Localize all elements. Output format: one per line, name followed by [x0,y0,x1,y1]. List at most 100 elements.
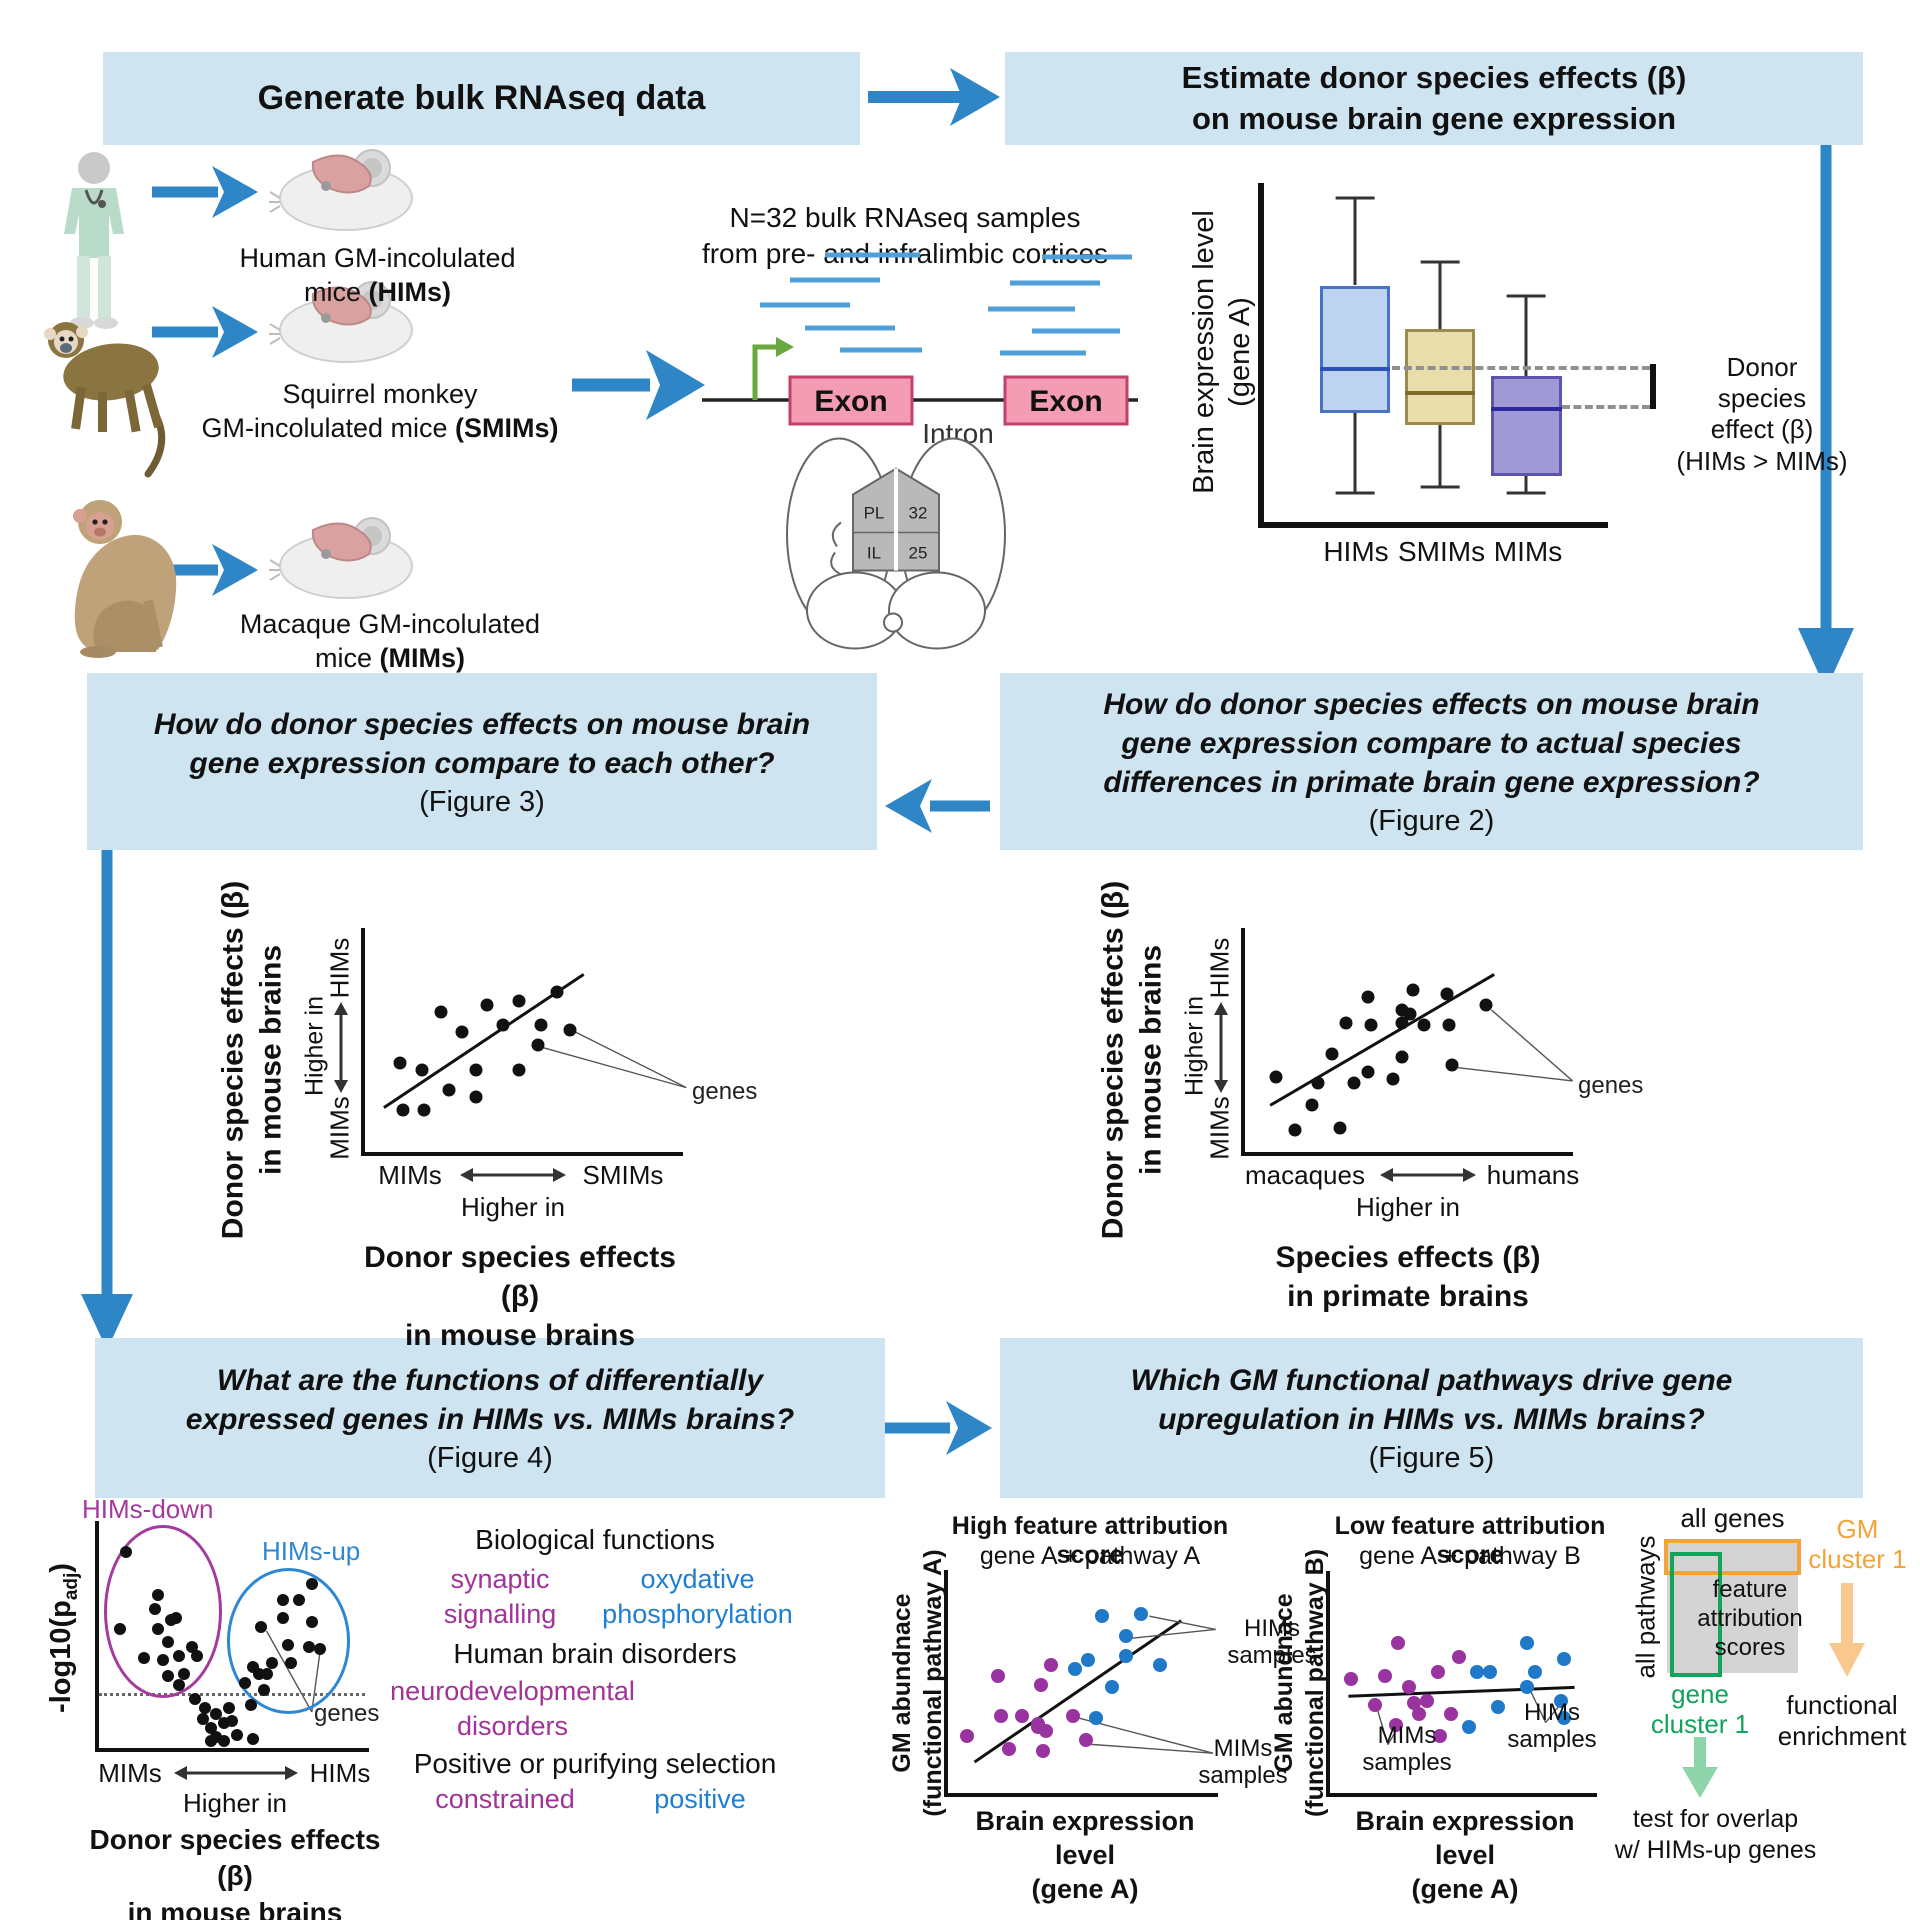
dot [218,1735,231,1748]
dot [1001,1741,1016,1756]
dot [1036,1744,1051,1758]
header-estimate-label: Estimate donor species effects (β) on mo… [1181,60,1687,136]
dot [1078,1732,1093,1747]
median [1320,367,1391,372]
dot [1333,1121,1347,1135]
dot [1094,1609,1109,1624]
attribA-hims-label: HIMs samples [1227,1615,1317,1669]
dot [255,1620,268,1633]
dot [1367,1698,1382,1712]
dot [1391,1636,1406,1651]
dot [1483,1665,1498,1679]
volcano-x-axis [95,1748,369,1752]
dot [1462,1720,1477,1734]
boxplot-dashed-him-median [1392,366,1650,370]
dot [1134,1606,1149,1621]
dot [172,1649,185,1662]
dot [1445,1058,1459,1072]
boxplot-cat-smims: SMIMs [1398,536,1486,567]
dot [1420,1693,1435,1708]
dot [1105,1679,1120,1694]
dot [434,1005,448,1019]
dot [276,1593,289,1606]
dot [196,1712,209,1725]
dot [162,1636,175,1649]
boxplot-y-axis [1258,183,1264,528]
functions-title-selection: Positive or purifying selection [413,1748,777,1779]
dot [172,1679,185,1691]
volcano-ylabel-post: ) [45,1563,78,1573]
dot [305,1577,318,1590]
dot [1288,1123,1302,1137]
dot [1403,1007,1417,1021]
whisker [1353,198,1357,286]
dot [959,1728,974,1743]
scatter-primate-x-axis [1241,1152,1573,1156]
scatter-mouse-xleft: MIMs [378,1160,442,1190]
dot [1395,1050,1409,1064]
dot [257,1683,270,1696]
dot [512,994,526,1008]
dot [1325,1047,1339,1061]
question-fig5-box: Which GM functional pathways drive gene … [1000,1338,1863,1498]
question-fig2-figure: (Figure 2) [1368,805,1495,837]
attribB-x-axis [1326,1793,1597,1797]
whisker-cap [1335,196,1375,200]
dot [1412,1706,1427,1721]
dot [1089,1710,1104,1725]
dot [188,1692,201,1705]
scatter-primate-xright: humans [1486,1160,1580,1190]
attribB-title: Low feature attribution score [1334,1512,1606,1569]
exon1-box [788,375,914,426]
dot [1068,1662,1083,1677]
matrix-all-genes-label: all genes [1680,1503,1785,1533]
cluster-ellipse [226,1568,350,1714]
matrix-gm-cluster-label: GM cluster 1 [1808,1514,1907,1574]
scatter-mouse-y-axis [361,928,365,1156]
dot [119,1546,132,1559]
dot [239,1676,252,1689]
dot [1491,1700,1506,1715]
dot [512,1063,526,1077]
median [1491,407,1562,412]
dot [1442,1018,1456,1032]
scatter-mouse-xhigher: Higher in [460,1192,566,1222]
dot [138,1652,151,1664]
whisker-cap [1420,485,1460,488]
attribA-x-axis [944,1793,1218,1797]
dot [1344,1671,1359,1686]
arrow-mice-to-rnaseq [572,350,705,420]
exon2-label: Exon [1029,385,1102,418]
label-hims-abbr: (HIMs) [368,276,452,307]
dot [1443,1706,1458,1721]
scatter-primate-genes-label: genes [1578,1072,1644,1099]
whisker-cap [1507,294,1546,298]
squirrel-monkey-icon [44,322,166,478]
dot [276,1611,289,1624]
question-fig3-figure: (Figure 3) [419,785,545,818]
dot [1406,983,1420,997]
brain-il-label: IL [867,544,881,563]
arrow-generate-to-estimate [868,68,1000,126]
mouse-smim-icon [269,281,413,363]
rnaseq-reads-icon [760,252,1132,356]
volcano-xlabel: Donor species effects (β) in mouse brain… [89,1824,381,1920]
question-fig5-figure: (Figure 5) [1368,1442,1495,1474]
dot [415,1063,429,1077]
dot [1479,998,1493,1012]
dot [1118,1648,1133,1663]
dot [1361,990,1375,1004]
dot [1395,1016,1409,1030]
dot [178,1667,191,1680]
dot [1339,1016,1353,1030]
volcano-genes-label: genes [314,1700,380,1727]
dot [1311,1076,1325,1090]
dot [496,1018,510,1032]
matrix-gm-cluster-row [1664,1539,1801,1575]
arrow-squirrel-to-mouse [152,306,258,358]
label-smims: Squirrel monkey GM-incolulated mice (SMI… [200,378,560,446]
scatter-primate-y-axis [1241,928,1245,1156]
scatter-mouse-chart [365,930,635,1152]
volcano-xarrow-icon [174,1766,298,1780]
arrow-human-to-mouse [152,166,258,218]
